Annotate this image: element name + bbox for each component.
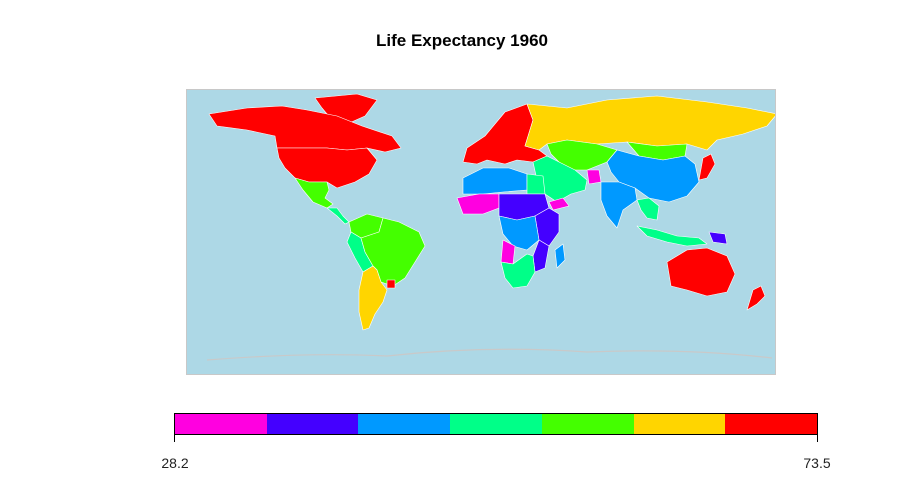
legend-bin-3 xyxy=(358,414,451,434)
antarctica-outline xyxy=(206,348,773,361)
legend-bin-4 xyxy=(450,414,542,434)
region-egypt xyxy=(526,173,546,195)
legend-max-label: 73.5 xyxy=(803,455,831,471)
legend-max-tick xyxy=(817,435,818,442)
world-map xyxy=(186,89,776,375)
region-afghanistan xyxy=(586,169,602,185)
region-argentina xyxy=(358,265,388,331)
region-yemen xyxy=(548,197,570,211)
region-central-africa xyxy=(498,215,540,251)
legend-bin-7 xyxy=(725,414,818,434)
region-southeast-asia xyxy=(636,197,660,221)
legend-bin-6 xyxy=(633,414,726,434)
region-australia xyxy=(666,247,736,297)
legend-bin-1 xyxy=(175,414,267,434)
legend-min-label: 28.2 xyxy=(161,455,189,471)
region-kazakhstan xyxy=(546,139,618,171)
region-russia xyxy=(524,95,775,151)
region-uruguay xyxy=(386,279,396,289)
legend-bin-5 xyxy=(541,414,634,434)
map-title: Life Expectancy 1960 xyxy=(376,31,548,50)
legend-bin-2 xyxy=(266,414,359,434)
region-mozambique xyxy=(532,239,550,273)
region-mexico xyxy=(294,177,334,209)
region-india xyxy=(600,181,638,229)
region-madagascar xyxy=(554,243,566,269)
color-legend-bar xyxy=(174,413,818,435)
region-papua-new-guinea xyxy=(708,231,728,245)
region-indonesia xyxy=(636,225,708,247)
map-svg xyxy=(187,90,775,374)
region-japan xyxy=(698,153,716,181)
region-southern-africa xyxy=(500,253,536,289)
region-canada xyxy=(208,105,402,153)
region-new-zealand xyxy=(746,285,766,311)
legend-min-tick xyxy=(174,435,175,442)
region-united-states xyxy=(276,147,378,189)
